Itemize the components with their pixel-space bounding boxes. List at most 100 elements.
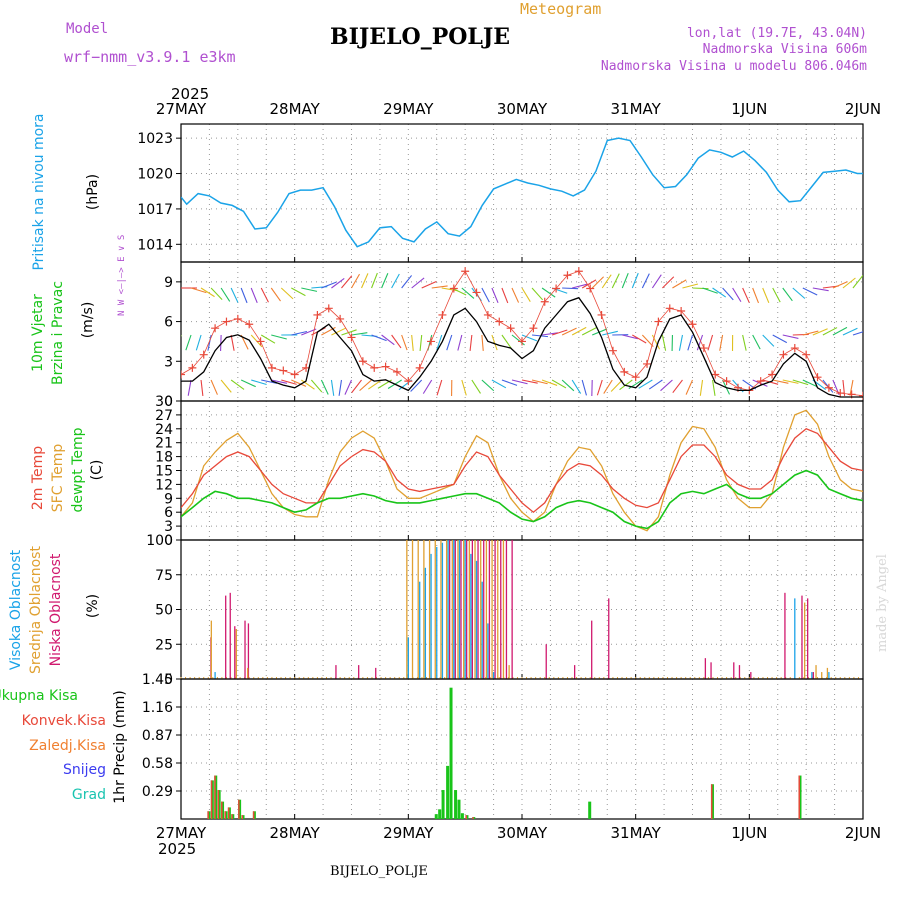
precip-bar-convective [231,814,233,819]
wind-unit: (m/s) [80,302,96,339]
wind-arrow [832,281,848,289]
wind-arrow [660,379,673,392]
compass-text: N W <—|—> E ∨ S [117,235,127,316]
wind-arrow [469,334,473,351]
wind-arrow [220,379,232,393]
wind-arrow [742,379,757,390]
wind-arrow [772,287,781,303]
cloud-unit: (%) [85,594,101,618]
x-tick-label-bottom: 29MAY [383,824,434,842]
wind-arrow [802,330,819,336]
y-tick-label: 0.58 [142,756,173,772]
wind-arrow [762,287,770,303]
gust-marker [181,370,185,379]
y-tick-label: 1.45 [142,672,173,688]
wind-arrow [491,334,498,351]
y-tick-label: 9 [164,275,173,291]
wind-arrow [411,277,425,289]
wind-arrow [752,287,760,304]
y-tick-label: 0 [164,533,173,549]
wind-arrow [662,276,675,289]
wind-arrow [371,334,387,342]
wind-arrow [571,326,587,336]
y-tick-label: 100 [146,533,173,549]
wind-arrow [341,329,357,336]
wind-arrow [561,327,577,336]
wind-arrow [281,379,297,385]
wind-arrow [712,379,716,396]
wind-arrow [200,379,204,396]
wind-arrow [648,379,663,390]
wind-arrow [661,334,667,351]
wind-arrow [310,379,323,393]
wind-arrow [501,379,518,386]
wind-arrow [501,287,509,304]
wind-arrow [240,287,248,304]
y-tick-label: 21 [155,436,173,452]
wind-arrow [331,327,347,336]
precip-bar-total [434,814,438,819]
wind-arrow [672,279,687,289]
precip-bar-total [460,813,464,819]
precip-bar-convective [227,807,230,819]
wind-arrow [603,379,613,394]
wind-arrow [581,327,597,336]
wind-arrow [852,275,863,289]
wind-arrow [832,326,848,336]
wind-arrow [631,272,639,289]
wind-arrow [802,287,818,296]
wind-arrow [792,287,806,299]
wind-arrow [621,272,629,289]
wind-arrow [712,287,727,298]
wind-arrow [251,379,267,386]
y-tick-label: 24 [155,422,173,438]
wind-arrow [250,287,258,304]
y-tick-label: 6 [164,505,173,521]
wind-arrow [782,379,799,384]
wind-arrow [732,287,742,302]
y-tick-label: 1020 [137,167,173,183]
wind-arrow [422,379,433,394]
year-top: 2025 [171,85,209,103]
x-tick-label-top: 27MAY [156,100,207,118]
wind-arrow [822,379,834,393]
dewpt-line [181,469,863,530]
wind-arrow [368,379,382,390]
model-label: Model [66,21,108,37]
y-tick-label: 30 [155,394,173,410]
precip-bar-total [457,799,461,819]
wind-sublabel: Brzina i Pravac [50,281,66,385]
precip-unit: 1hr Precip (mm) [112,690,128,803]
y-tick-label: 25 [155,637,173,653]
wind-arrow [562,287,579,290]
freezing-label: Zaledj.Kisa [29,738,106,754]
wind-arrow [481,334,484,351]
wind-arrow [531,334,549,338]
wind-arrow [782,287,793,302]
wind-arrow [436,379,443,396]
precip-bar-total [454,790,458,819]
wind-arrow [301,287,318,292]
wind-arrow [782,334,799,339]
wind-arrow [270,287,281,302]
wind-arrow [682,283,699,289]
pressure-line [181,137,863,248]
wind-arrow [702,287,718,294]
y-tick-label: 1017 [137,202,173,218]
wind-arrow [291,379,307,387]
wind-arrow [521,287,531,302]
wind-arrow [391,334,402,349]
high-cloud-label: Visoka Oblacnost [8,549,24,670]
precip-bar-total [446,765,450,819]
precip-bar-convective [252,811,255,819]
snow-label: Snijeg [63,762,106,778]
wind-arrow [601,274,612,289]
wind-arrow [632,334,647,344]
wind-arrow [561,379,575,392]
y-tick-label: 15 [155,464,173,480]
precip-bar-convective [798,775,800,819]
x-tick-label-bottom: 1JUN [731,824,767,842]
station-title: BIJELO_POLJE [330,24,510,50]
x-tick-label-top: 29MAY [383,100,434,118]
wind-arrow [501,334,512,349]
